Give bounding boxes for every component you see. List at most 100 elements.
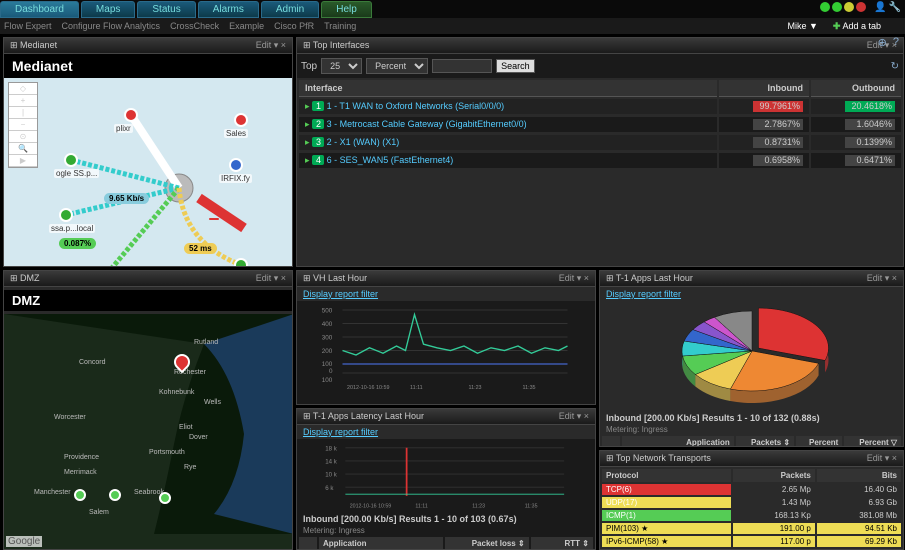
widget-edit[interactable]: Edit ▾ × (867, 453, 897, 464)
svg-text:11:11: 11:11 (415, 503, 427, 509)
col-inbound[interactable]: Inbound (719, 80, 809, 97)
city-label: Worcester (54, 414, 86, 421)
topology-node[interactable] (229, 158, 243, 172)
subnav-ciscopfr[interactable]: Cisco PfR (274, 21, 314, 31)
topology-node[interactable] (124, 108, 138, 122)
map-node-icon[interactable] (159, 492, 171, 504)
subnav-cfa[interactable]: Configure Flow Analytics (62, 21, 161, 31)
widget-title: ⊞ T-1 Apps Latency Last Hour (303, 411, 424, 422)
col-outbound[interactable]: Outbound (811, 80, 901, 97)
widget-edit[interactable]: Edit ▾ × (256, 273, 286, 284)
subnav-example[interactable]: Example (229, 21, 264, 31)
topology-node[interactable] (59, 208, 73, 222)
col-loss[interactable]: Packet loss ⇕ (445, 537, 529, 549)
col-packets[interactable]: Packets (733, 469, 815, 482)
map-node-icon[interactable] (74, 489, 86, 501)
col-packets[interactable]: Packets ⇕ (736, 436, 794, 447)
svg-text:100: 100 (322, 361, 333, 368)
col-app[interactable]: Application (622, 436, 734, 447)
col-app[interactable]: Application (319, 537, 443, 549)
tab-admin[interactable]: Admin (261, 1, 319, 18)
report-filter-link[interactable]: Display report filter (297, 287, 595, 301)
interface-row[interactable]: ▸ 2 3 - Metrocast Cable Gateway (Gigabit… (299, 117, 901, 133)
col-protocol[interactable]: Protocol (602, 469, 731, 482)
expand-icon[interactable]: ▸ (305, 101, 310, 111)
tab-maps[interactable]: Maps (81, 1, 135, 18)
top-label: Top (301, 61, 317, 72)
tab-help[interactable]: Help (321, 1, 372, 18)
google-attribution: Google (6, 536, 42, 547)
interface-row[interactable]: ▸ 1 1 - T1 WAN to Oxford Networks (Seria… (299, 99, 901, 115)
edge-metric: 9.65 Kb/s (104, 193, 149, 204)
topology-node[interactable] (64, 153, 78, 167)
col-percent[interactable]: Percent (796, 436, 842, 447)
topology-node[interactable] (234, 113, 248, 127)
dmz-heading: DMZ (4, 290, 292, 311)
metering-label: Metering: Ingress (297, 526, 595, 535)
expand-icon[interactable]: ▸ (305, 155, 310, 165)
dmz-google-map[interactable]: Configure Save Zoom Auto-scale Map Satel… (4, 314, 292, 549)
interface-row[interactable]: ▸ 4 6 - SES_WAN5 (FastEthernet4) 0.6958%… (299, 153, 901, 169)
topology-node[interactable] (234, 258, 248, 266)
report-filter-link[interactable]: Display report filter (297, 425, 595, 439)
col-percent2[interactable]: Percent ▽ (844, 436, 901, 447)
expand-icon[interactable]: ▸ (305, 119, 310, 129)
transport-row[interactable]: PIM(103) ★191.00 p94.51 Kb (602, 523, 901, 534)
transport-row[interactable]: ICMP(1)168.13 Kp381.08 Mb (602, 510, 901, 521)
user-menu[interactable]: Mike ▼ ✚ Add a tab (787, 21, 891, 32)
map-node-icon[interactable] (109, 489, 121, 501)
main-tabs: Dashboard Maps Status Alarms Admin Help (0, 0, 905, 18)
tool-icon[interactable]: 🔧 (889, 2, 901, 13)
widget-edit[interactable]: Edit ▾ × (256, 40, 286, 51)
medianet-topology[interactable]: ◇+|−⊙🔍▶ plixrSalesIRFIX.fyogle SS.p...ss… (4, 78, 292, 266)
vh-linechart: 500 400 300 200 100 0 100 2012-10-16 10:… (297, 301, 595, 391)
node-label: ssa.p...local (49, 224, 95, 233)
city-label: Rutland (194, 339, 218, 346)
subnav-crosscheck[interactable]: CrossCheck (170, 21, 219, 31)
svg-text:18 k: 18 k (325, 445, 337, 452)
person-icon[interactable]: 👤 (874, 2, 886, 13)
city-label: Portsmouth (149, 449, 185, 456)
top-select[interactable]: 25 (321, 58, 362, 74)
expand-icon[interactable]: ▸ (305, 137, 310, 147)
widget-title: ⊞ Top Network Transports (606, 453, 711, 464)
transports-table: Protocol Packets Bits TCP(6)2.65 Mp16.40… (600, 467, 903, 550)
interface-row[interactable]: ▸ 3 2 - X1 (WAN) (X1) 0.8731% 0.1399% (299, 135, 901, 151)
svg-text:400: 400 (322, 321, 333, 328)
col-bits[interactable]: Bits (817, 469, 901, 482)
report-filter-link[interactable]: Display report filter (600, 287, 903, 301)
svg-text:11:23: 11:23 (469, 385, 482, 391)
svg-text:2012-10-16 10:59: 2012-10-16 10:59 (350, 503, 392, 509)
col-interface[interactable]: Interface (299, 80, 717, 97)
search-button[interactable]: Search (496, 59, 535, 73)
add-icon[interactable]: ⊕ (878, 36, 887, 49)
widget-title: ⊞ Top Interfaces (303, 40, 369, 51)
metric-select[interactable]: Percent (366, 58, 428, 74)
city-label: Kohnebunk (159, 389, 194, 396)
dmz-map-bg (4, 314, 292, 534)
tab-dashboard[interactable]: Dashboard (0, 1, 79, 18)
search-input[interactable] (432, 59, 492, 73)
widget-title: ⊞ VH Last Hour (303, 273, 367, 284)
svg-text:0: 0 (329, 368, 333, 375)
transport-row[interactable]: TCP(6)2.65 Mp16.40 Gb (602, 484, 901, 495)
svg-text:10 k: 10 k (325, 472, 337, 479)
subnav-training[interactable]: Training (324, 21, 356, 31)
widget-edit[interactable]: Edit ▾ × (867, 273, 897, 284)
widget-title: ⊞ DMZ (10, 273, 40, 284)
help-icon[interactable]: ? (893, 36, 899, 49)
transport-row[interactable]: IPv6-ICMP(58) ★117.00 p69.29 Kb (602, 536, 901, 547)
city-label: Eliot (179, 424, 193, 431)
tab-status[interactable]: Status (137, 1, 195, 18)
tab-alarms[interactable]: Alarms (198, 1, 259, 18)
refresh-icon[interactable]: ↻ (891, 61, 899, 72)
widget-edit[interactable]: Edit ▾ × (559, 273, 589, 284)
svg-text:6 k: 6 k (325, 485, 334, 492)
subnav-flowexpert[interactable]: Flow Expert (4, 21, 52, 31)
widget-edit[interactable]: Edit ▾ × (559, 411, 589, 422)
col-rtt[interactable]: RTT ⇕ (531, 537, 593, 549)
widget-vh-lasthour: ⊞ VH Last Hour Edit ▾ × Display report fi… (296, 270, 596, 405)
medianet-heading: Medianet (4, 54, 292, 78)
transport-row[interactable]: UDP(17)1.43 Mp6.93 Gb (602, 497, 901, 508)
city-label: Salem (89, 509, 109, 516)
